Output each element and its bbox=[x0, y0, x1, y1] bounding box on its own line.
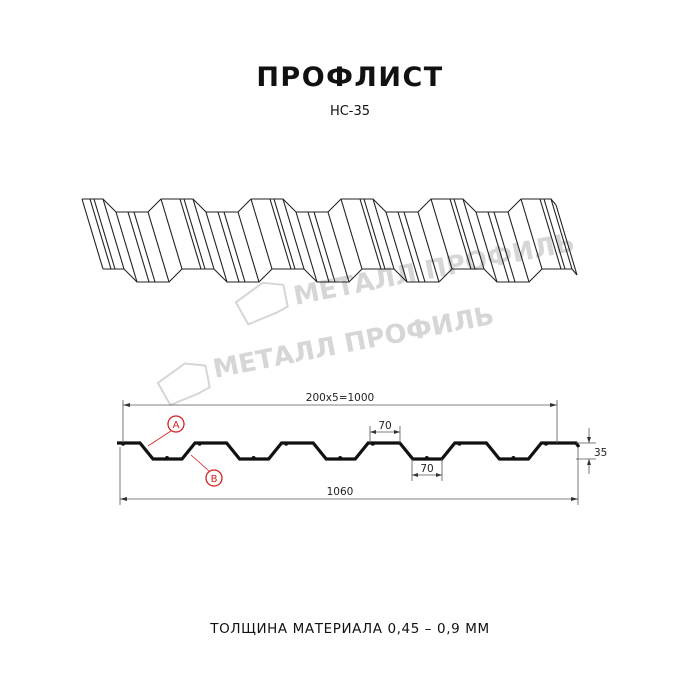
sheet-rib-line bbox=[127, 211, 150, 283]
sheet-rib-line bbox=[183, 198, 206, 270]
sheet-rib-line bbox=[403, 211, 426, 283]
sheet-rib-line bbox=[363, 198, 386, 270]
dimension-bottom-width bbox=[411, 459, 443, 481]
sheet-fold-line bbox=[340, 198, 363, 270]
sheet-fold-line bbox=[160, 198, 183, 270]
sheet-rib-line bbox=[449, 198, 472, 270]
sheet-fold-line bbox=[147, 211, 170, 283]
sheet-fold-line bbox=[550, 198, 573, 270]
sheet-rib-line bbox=[397, 211, 420, 283]
profile-rib bbox=[338, 456, 343, 460]
profile-rib bbox=[284, 442, 289, 446]
profile-rib bbox=[121, 442, 125, 446]
sheet-rib-line bbox=[539, 198, 562, 270]
sheet-fold-line bbox=[205, 211, 228, 283]
isometric-sheet-view bbox=[81, 198, 578, 283]
bottom-width-label: 70 bbox=[420, 463, 433, 475]
height-label: 35 bbox=[594, 447, 607, 459]
sheet-fold-line bbox=[237, 211, 260, 283]
sheet-rib-line bbox=[307, 211, 330, 283]
cross-section-profile bbox=[117, 441, 581, 461]
sheet-fold-line bbox=[475, 211, 498, 283]
watermark-text: МЕТАЛЛ ПРОФИЛЬ bbox=[211, 301, 497, 385]
dimension-total bbox=[119, 447, 579, 505]
sheet-rib-line bbox=[543, 198, 566, 270]
marker-a-label: A bbox=[173, 420, 180, 431]
sheet-fold-line bbox=[102, 198, 125, 270]
sheet-rib-line bbox=[359, 198, 382, 270]
sheet-rib-line bbox=[313, 211, 336, 283]
profile-rib bbox=[544, 442, 548, 446]
sheet-fold-line bbox=[327, 211, 350, 283]
sheet-rib-line bbox=[273, 198, 296, 270]
sheet-fold-line bbox=[520, 198, 543, 270]
sheet-fold-line bbox=[417, 211, 440, 283]
sheet-rib-line bbox=[453, 198, 476, 270]
sheet-fold-line bbox=[282, 198, 305, 270]
sheet-rib-line bbox=[89, 198, 112, 270]
sheet-rib-line bbox=[93, 198, 116, 270]
profile-rib bbox=[457, 442, 462, 446]
dimension-height bbox=[576, 428, 596, 474]
profile-rib bbox=[424, 456, 429, 460]
marker-a: A bbox=[147, 415, 185, 447]
total-width-label: 1060 bbox=[327, 486, 354, 498]
profile-rib bbox=[251, 456, 256, 460]
sheet-fold-line bbox=[295, 211, 318, 283]
sheet-rib-line bbox=[487, 211, 510, 283]
page-title: ПРОФЛИСТ bbox=[256, 62, 444, 93]
top-width-label: 70 bbox=[378, 420, 391, 432]
sheet-rib-line bbox=[493, 211, 516, 283]
profile-rib bbox=[165, 456, 169, 460]
marker-b-label: B bbox=[211, 474, 218, 485]
sheet-fold-line bbox=[430, 198, 453, 270]
dimension-pitch bbox=[122, 400, 558, 443]
sheet-fold-line bbox=[372, 198, 395, 270]
profile-line bbox=[117, 441, 581, 461]
sheet-fold-line bbox=[462, 198, 485, 270]
sheet-rib-line bbox=[269, 198, 292, 270]
sheet-rib-line bbox=[133, 211, 156, 283]
sheet-rib-line bbox=[217, 211, 240, 283]
dimension-top-width bbox=[369, 426, 401, 443]
sheet-fold-line bbox=[81, 198, 104, 270]
watermark-text: МЕТАЛЛ ПРОФИЛЬ bbox=[291, 228, 577, 312]
watermark-logo-bottom: МЕТАЛЛ ПРОФИЛЬ bbox=[156, 301, 497, 407]
sheet-top-edge bbox=[82, 198, 557, 213]
sheet-rib-line bbox=[179, 198, 202, 270]
profile-model: НС-35 bbox=[329, 104, 371, 119]
sheet-fold-line bbox=[555, 204, 578, 276]
marker-b: B bbox=[190, 454, 223, 487]
material-thickness: ТОЛЩИНА МАТЕРИАЛА 0,45 – 0,9 ММ bbox=[210, 621, 490, 637]
profile-rib bbox=[511, 456, 516, 460]
pitch-label: 200x5=1000 bbox=[306, 392, 374, 404]
sheet-fold-line bbox=[507, 211, 530, 283]
profile-rib bbox=[371, 442, 375, 446]
profile-rib bbox=[197, 442, 202, 446]
sheet-rib-line bbox=[223, 211, 246, 283]
sheet-fold-line bbox=[192, 198, 215, 270]
sheet-fold-line bbox=[385, 211, 408, 283]
sheet-fold-line bbox=[250, 198, 273, 270]
sheet-fold-line bbox=[115, 211, 138, 283]
